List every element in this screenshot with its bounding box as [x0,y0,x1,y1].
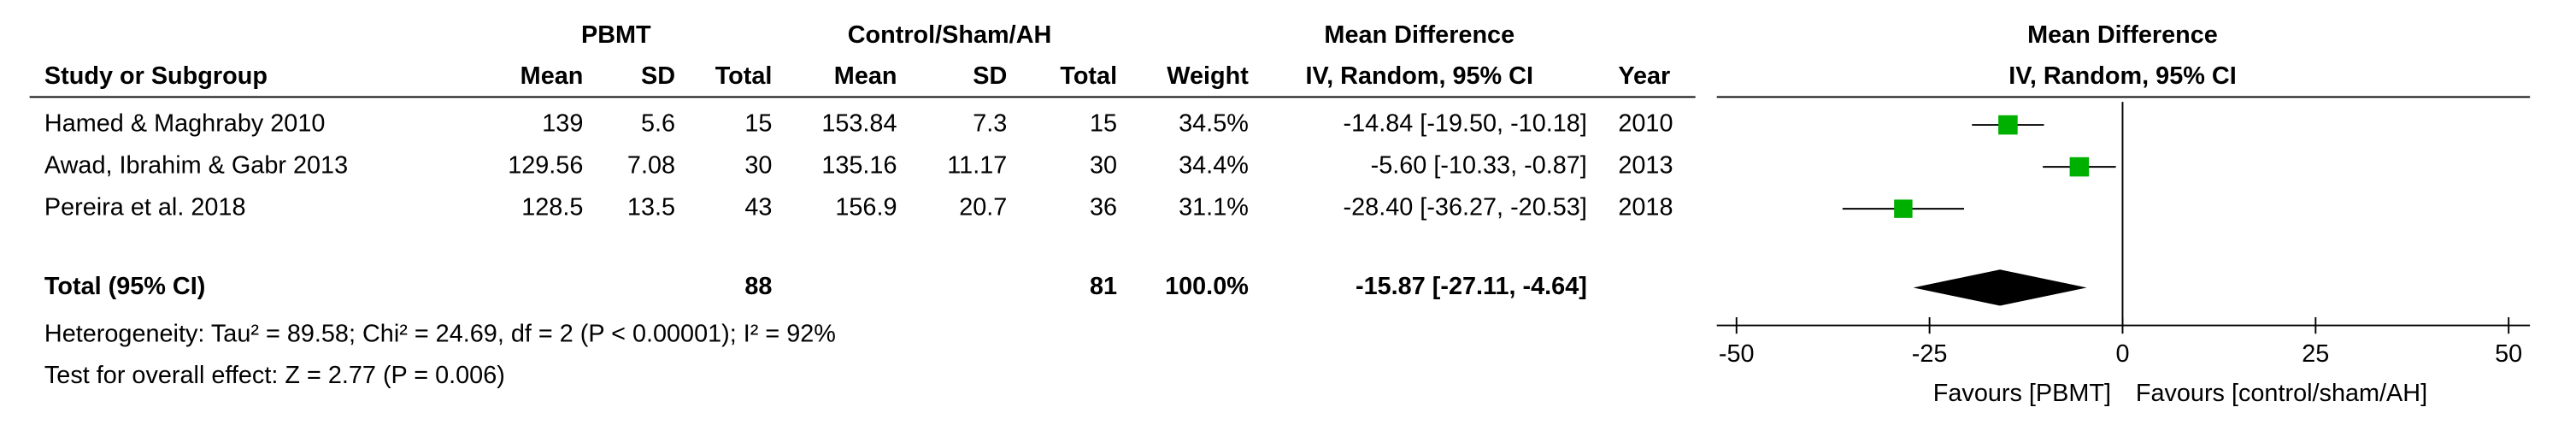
favours-right: Favours [control/sham/AH] [2136,380,2427,407]
cell: 13.5 [627,194,675,221]
effect-square [1998,115,2018,135]
column-header: SD [641,62,675,90]
heterogeneity: Heterogeneity: Tau² = 89.58; Chi² = 24.6… [44,321,836,348]
effect-square [1894,199,1913,218]
cell: -14.84 [-19.50, -10.18] [1344,110,1587,138]
total-diamond [1913,269,2087,306]
cell: 2010 [1618,110,1673,138]
cell: 128.5 [521,194,583,221]
cell: -5.60 [-10.33, -0.87] [1371,152,1587,180]
cell: 15 [744,110,772,138]
cell: 7.08 [627,152,675,180]
cell: 5.6 [641,110,675,138]
cell: 31.1% [1179,194,1249,221]
x-tick-label: 25 [2302,340,2329,368]
effect-square [2069,156,2090,177]
cell: 153.84 [821,110,897,138]
x-tick-label: -25 [1912,340,1948,368]
column-header: IV, Random, 95% CI [1306,62,1533,90]
overall-effect: Test for overall effect: Z = 2.77 (P = 0… [44,362,505,389]
x-tick-label: -50 [1719,340,1755,368]
cell: Awad, Ibrahim & Gabr 2013 [44,152,348,180]
cell: 135.16 [821,152,897,180]
group-header: Control/Sham/AH [848,21,1052,49]
favours-left: Favours [PBMT] [1933,380,2111,407]
cell: 30 [1090,152,1117,180]
cell: 88 [744,273,772,300]
cell: 100.0% [1165,273,1249,300]
group-header: PBMT [581,21,651,49]
cell: 20.7 [959,194,1007,221]
x-tick-label: 0 [2115,340,2129,368]
cell: 139 [542,110,583,138]
cell: 30 [744,152,772,180]
cell: 2018 [1618,194,1673,221]
cell: -15.87 [-27.11, -4.64] [1356,273,1587,300]
cell: 34.4% [1179,152,1249,180]
cell: 43 [744,194,772,221]
column-header: Total [715,62,773,90]
cell: 15 [1090,110,1117,138]
cell: 2013 [1618,152,1673,180]
cell: Hamed & Maghraby 2010 [44,110,326,138]
column-header: Mean [834,62,897,90]
column-header: Mean [520,62,584,90]
cell: 129.56 [508,152,583,180]
column-header: Weight [1167,62,1249,90]
column-header: Study or Subgroup [44,62,268,90]
cell: 11.17 [947,152,1007,180]
plot-subtitle: IV, Random, 95% CI [2008,62,2236,90]
total-label: Total (95% CI) [44,273,205,300]
column-header: Year [1618,62,1670,90]
column-header: SD [973,62,1007,90]
column-header: Total [1060,62,1117,90]
x-tick-label: 50 [2495,340,2522,368]
group-header: Mean Difference [1324,21,1514,49]
cell: 7.3 [973,110,1007,138]
cell: -28.40 [-36.27, -20.53] [1344,194,1587,221]
cell: 34.5% [1179,110,1249,138]
cell: 156.9 [835,194,897,221]
cell: 81 [1090,273,1117,300]
cell: 36 [1090,194,1117,221]
plot-title: Mean Difference [2027,21,2218,49]
cell: Pereira et al. 2018 [44,194,246,221]
